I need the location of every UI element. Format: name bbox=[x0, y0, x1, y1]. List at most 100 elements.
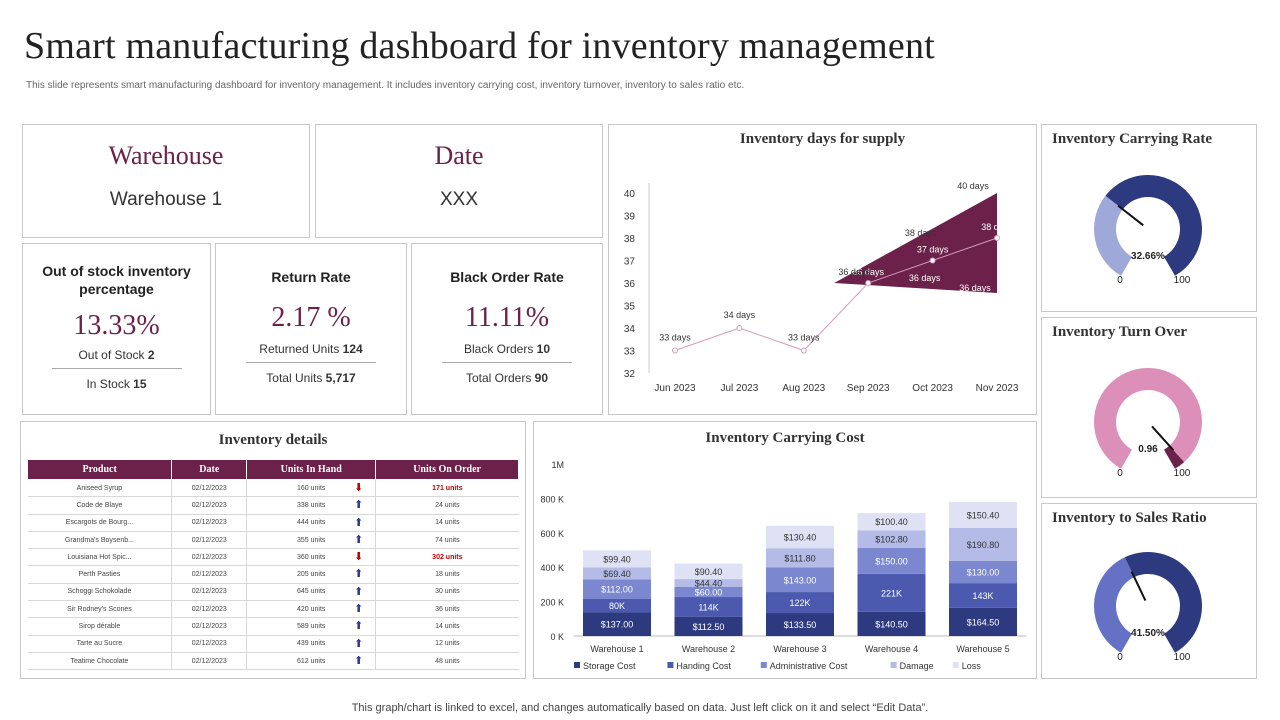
date-value: XXX bbox=[439, 189, 479, 210]
out-of-stock-line1: Out of Stock 2 bbox=[78, 348, 155, 362]
gauge-min-label: 0 bbox=[1117, 652, 1123, 663]
table-row[interactable]: Code de Blaye 02/12/2023 338 units ⬆ 24 unit… bbox=[27, 496, 519, 515]
return-rate-title: Return Rate bbox=[271, 269, 351, 285]
turn-over-title: Inventory Turn Over bbox=[1052, 324, 1188, 340]
legend-swatch bbox=[890, 662, 897, 668]
area-shape bbox=[834, 193, 997, 293]
gauge-arc-rest bbox=[1105, 175, 1202, 276]
bar-segment bbox=[583, 612, 651, 636]
x-tick-label: Aug 2023 bbox=[782, 383, 825, 394]
warehouse-label: Warehouse bbox=[108, 141, 224, 170]
bar-segment bbox=[674, 597, 743, 617]
bar-segment bbox=[583, 550, 651, 568]
y-tick-label: 1M bbox=[551, 460, 564, 470]
data-label: $143.00 bbox=[784, 575, 817, 585]
data-label: $112.50 bbox=[693, 622, 725, 632]
bar-segment bbox=[949, 607, 1017, 636]
date-card[interactable]: Date XXX bbox=[315, 124, 603, 238]
gauge-arc-value bbox=[1094, 368, 1202, 469]
inventory-details-title: Inventory details bbox=[218, 432, 328, 448]
y-tick-label: 400 K bbox=[540, 563, 564, 573]
series-line bbox=[674, 237, 998, 352]
data-label: 122K bbox=[789, 598, 810, 608]
days-supply-chart[interactable]: 32 33 34 35 36 37 38 39 40 Jun 2023 Jul 2023 Aug 20… bbox=[609, 153, 1036, 413]
y-tick-label: 34 bbox=[624, 324, 636, 335]
bar-segment bbox=[857, 548, 926, 574]
data-label: 143K bbox=[972, 591, 993, 601]
cell-units-in-hand: 444 units ⬆ bbox=[246, 514, 377, 532]
table-row[interactable]: Grandma's Boysenb... 02/12/2023 355 units ⬆… bbox=[27, 531, 519, 550]
cell-units-in-hand: 355 units ⬆ bbox=[246, 531, 377, 550]
out-of-stock-card: Out of stock inventory percentage 13.33%… bbox=[22, 243, 211, 415]
cell-product: Aniseed Syrup bbox=[27, 479, 173, 498]
table-row[interactable]: Schoggi Schokolade 02/12/2023 645 units ⬆ 30… bbox=[27, 583, 519, 602]
bar-segment bbox=[857, 573, 926, 612]
gauge-needle bbox=[1151, 425, 1175, 451]
gauge-arc-rest bbox=[1124, 552, 1202, 653]
table-row[interactable]: Teatime Chocolate 02/12/2023 612 units ⬆ 48 … bbox=[27, 652, 519, 671]
bar-segment bbox=[857, 530, 926, 549]
table-row[interactable]: Louisiana Hot Spic... 02/12/2023 360 units… bbox=[27, 548, 519, 567]
turn-over-gauge[interactable]: 0.96 0 100 bbox=[1042, 346, 1256, 498]
table-row[interactable]: Sir Rodney's Scones 02/12/2023 420 units ⬆ 3… bbox=[27, 600, 519, 619]
col-date[interactable]: Date bbox=[171, 459, 248, 480]
bar-segment bbox=[674, 563, 743, 580]
black-order-card: Black Order Rate 11.11% Black Orders 10 … bbox=[411, 243, 603, 415]
area-label: 36 days bbox=[838, 267, 870, 277]
table-row[interactable]: Sirop dérable 02/12/2023 589 units ⬆ 14 unit… bbox=[27, 617, 519, 636]
area-label: 36 days bbox=[959, 283, 991, 293]
legend-label: Loss bbox=[962, 661, 982, 671]
cell-units-in-hand: 205 units ⬆ bbox=[246, 565, 377, 584]
days-supply-title: Inventory days for supply bbox=[739, 131, 906, 147]
cell-date: 02/12/2023 bbox=[171, 583, 248, 602]
warehouse-card[interactable]: Warehouse Warehouse 1 bbox=[22, 124, 310, 238]
cell-product: Escargots de Bourg... bbox=[27, 514, 173, 532]
x-tick-label: Warehouse 5 bbox=[956, 644, 1009, 654]
cell-units-in-hand: 439 units ⬆ bbox=[246, 635, 377, 653]
data-label: $111.80 bbox=[784, 553, 815, 563]
data-label: $164.50 bbox=[967, 617, 1000, 627]
cell-product: Louisiana Hot Spic... bbox=[27, 548, 173, 567]
table-row[interactable]: Escargots de Bourg... 02/12/2023 444 units… bbox=[27, 514, 519, 532]
bar-segment bbox=[766, 592, 834, 614]
col-units-on-order[interactable]: Units On Order bbox=[375, 459, 519, 480]
data-label: $69.40 bbox=[603, 569, 631, 579]
legend-label: Storage Cost bbox=[583, 661, 636, 671]
col-units-in-hand[interactable]: Units In Hand bbox=[246, 459, 377, 480]
cell-product: Grandma's Boysenb... bbox=[27, 531, 173, 550]
sales-ratio-gauge[interactable]: 41.50% 0 100 bbox=[1042, 530, 1256, 678]
bar-segment bbox=[949, 527, 1017, 561]
legend-swatch bbox=[952, 662, 959, 668]
black-order-line1: Black Orders 10 bbox=[463, 342, 551, 356]
bar-segment bbox=[949, 560, 1017, 584]
data-label: $150.00 bbox=[875, 556, 908, 566]
cell-units-in-hand: 645 units ⬆ bbox=[246, 583, 377, 602]
col-product[interactable]: Product bbox=[26, 459, 173, 480]
bar-segment bbox=[674, 616, 743, 636]
return-rate-value: 2.17 % bbox=[271, 302, 351, 333]
table-row[interactable]: Perth Pasties 02/12/2023 205 units ⬆ 18 unit… bbox=[27, 565, 519, 584]
legend-swatch bbox=[667, 662, 674, 668]
carrying-rate-title: Inventory Carrying Rate bbox=[1052, 131, 1212, 147]
data-label: $102.80 bbox=[875, 535, 908, 545]
carrying-cost-chart[interactable]: 0 K 200 K 400 K 600 K 800 K 1M $137.00 80K $112.… bbox=[534, 448, 1036, 680]
data-label: $112.00 bbox=[601, 585, 633, 595]
bar-segment bbox=[766, 567, 834, 593]
data-label: $60.00 bbox=[695, 587, 723, 597]
arrow-up-icon: ⬆ bbox=[353, 568, 364, 581]
legend-label: Handing Cost bbox=[676, 661, 731, 671]
black-order-value: 11.11% bbox=[464, 302, 550, 333]
cell-units-in-hand: 589 units ⬆ bbox=[246, 617, 377, 636]
y-tick-label: 40 bbox=[624, 189, 636, 200]
table-row[interactable]: Tarte au Sucre 02/12/2023 439 units ⬆ 12 uni… bbox=[27, 635, 519, 653]
warehouse-value: Warehouse 1 bbox=[109, 189, 223, 210]
x-tick-label: Jul 2023 bbox=[720, 383, 758, 394]
x-tick-label: Nov 2023 bbox=[976, 383, 1019, 394]
data-label: 37 days bbox=[917, 245, 949, 255]
days-supply-panel: Inventory days for supply 32 33 34 35 36 37 38… bbox=[608, 124, 1037, 415]
carrying-rate-gauge[interactable]: 32.66% 0 100 bbox=[1042, 153, 1256, 311]
data-label: 33 days bbox=[659, 333, 691, 343]
out-of-stock-value: 13.33% bbox=[73, 310, 160, 341]
data-label: $133.50 bbox=[784, 620, 817, 630]
table-row[interactable]: Aniseed Syrup 02/12/2023 160 units ⬇ 171 uni… bbox=[27, 479, 519, 498]
